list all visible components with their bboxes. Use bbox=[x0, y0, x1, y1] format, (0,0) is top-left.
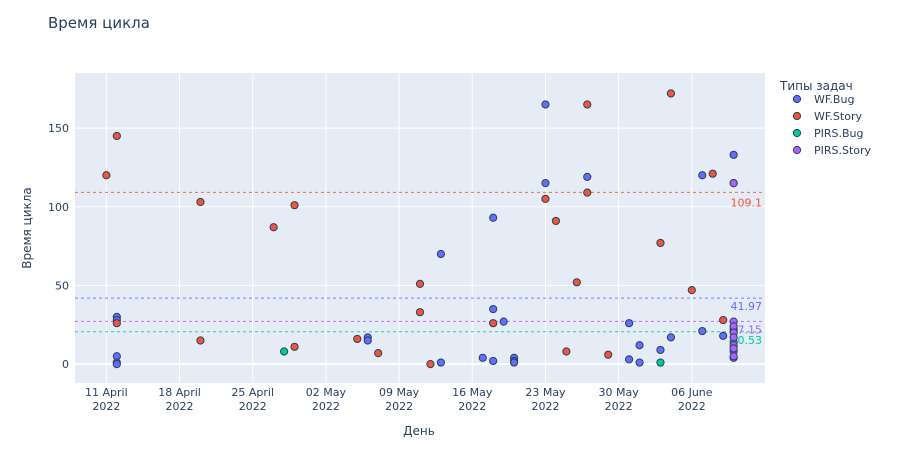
data-point bbox=[583, 188, 592, 197]
legend-entry: WF.Bug bbox=[814, 93, 854, 106]
legend: Типы задач WF.Bug WF.Story PIRS.Bug PIRS.St… bbox=[779, 79, 872, 157]
x-tick-label: 23 May bbox=[525, 386, 566, 399]
data-point bbox=[478, 353, 487, 362]
data-point bbox=[196, 336, 205, 345]
data-point bbox=[489, 213, 498, 222]
data-point bbox=[290, 201, 299, 210]
data-point bbox=[635, 341, 644, 350]
data-point bbox=[112, 360, 121, 369]
data-point bbox=[279, 347, 289, 356]
data-point bbox=[729, 179, 738, 188]
data-point bbox=[635, 358, 644, 367]
x-tick-label: 25 April bbox=[231, 386, 274, 399]
legend-entry: PIRS.Bug bbox=[814, 127, 864, 140]
x-tick-label: 18 April bbox=[158, 386, 201, 399]
y-tick-label: 0 bbox=[62, 358, 69, 371]
data-point bbox=[729, 333, 738, 342]
data-point bbox=[719, 331, 728, 340]
data-point bbox=[436, 358, 446, 367]
chart-title: Время цикла bbox=[48, 14, 150, 32]
data-point bbox=[541, 100, 550, 109]
data-point bbox=[415, 308, 425, 317]
x-tick-label: 02 May bbox=[306, 386, 347, 399]
data-point bbox=[353, 334, 362, 344]
data-point bbox=[687, 286, 696, 295]
data-point bbox=[269, 223, 278, 232]
legend-entry: PIRS.Story bbox=[814, 144, 872, 157]
plot-background bbox=[75, 73, 765, 383]
y-tick-label: 100 bbox=[48, 201, 69, 214]
data-point bbox=[489, 304, 498, 314]
data-point bbox=[489, 356, 498, 366]
x-tick-label: 30 May bbox=[599, 386, 640, 399]
data-point bbox=[656, 238, 665, 248]
data-point bbox=[729, 352, 738, 361]
data-point bbox=[415, 279, 425, 288]
x-tick-label: 11 April bbox=[85, 386, 128, 399]
data-point bbox=[666, 333, 676, 342]
data-point bbox=[698, 326, 707, 336]
y-tick-label: 50 bbox=[55, 279, 69, 292]
data-point bbox=[708, 169, 717, 178]
legend-title: Типы задач bbox=[779, 79, 853, 93]
data-point bbox=[290, 342, 299, 351]
data-point bbox=[666, 89, 676, 98]
data-point bbox=[499, 317, 508, 326]
data-point bbox=[624, 319, 634, 328]
x-tick-year: 2022 bbox=[385, 400, 413, 413]
data-point bbox=[719, 315, 728, 325]
data-point bbox=[509, 358, 519, 367]
data-point bbox=[698, 171, 707, 180]
x-tick-label: 09 May bbox=[379, 386, 420, 399]
data-point bbox=[489, 319, 498, 328]
legend-marker bbox=[792, 94, 802, 104]
x-tick-label: 06 June bbox=[671, 386, 713, 399]
legend-marker bbox=[792, 128, 802, 138]
data-point bbox=[604, 350, 613, 359]
data-point bbox=[112, 131, 121, 141]
reference-line-label: 41.97 bbox=[731, 300, 763, 313]
x-tick-year: 2022 bbox=[678, 400, 706, 413]
data-point bbox=[624, 355, 634, 364]
data-point bbox=[572, 278, 581, 287]
data-point bbox=[541, 194, 550, 203]
x-tick-year: 2022 bbox=[458, 400, 486, 413]
data-point bbox=[196, 197, 205, 207]
reference-line-label: 20.53 bbox=[731, 334, 763, 347]
reference-line-label: 27.15 bbox=[731, 323, 763, 336]
data-point bbox=[729, 150, 738, 159]
data-point bbox=[656, 345, 665, 355]
legend-entry: WF.Story bbox=[814, 110, 862, 123]
legend-marker bbox=[792, 111, 802, 121]
x-tick-year: 2022 bbox=[605, 400, 633, 413]
x-tick-label: 16 May bbox=[452, 386, 493, 399]
y-axis-title: Время цикла bbox=[20, 187, 34, 269]
data-point bbox=[541, 179, 550, 188]
reference-line-label: 109.1 bbox=[731, 196, 763, 209]
x-tick-year: 2022 bbox=[312, 400, 340, 413]
data-point bbox=[656, 358, 665, 367]
data-point bbox=[583, 172, 592, 181]
data-point bbox=[374, 349, 383, 358]
y-tick-label: 150 bbox=[48, 122, 69, 135]
x-tick-year: 2022 bbox=[166, 400, 194, 413]
legend-marker bbox=[792, 145, 802, 155]
x-tick-year: 2022 bbox=[92, 400, 120, 413]
data-point bbox=[551, 216, 561, 226]
data-point bbox=[729, 344, 738, 353]
x-tick-year: 2022 bbox=[531, 400, 559, 413]
data-point bbox=[436, 249, 446, 259]
data-point bbox=[102, 171, 111, 180]
data-point bbox=[562, 347, 571, 356]
x-tick-year: 2022 bbox=[239, 400, 267, 413]
data-point bbox=[363, 336, 372, 345]
data-point bbox=[112, 319, 121, 328]
data-point bbox=[426, 360, 435, 369]
x-axis-title: День bbox=[403, 424, 435, 438]
data-point bbox=[583, 100, 592, 109]
